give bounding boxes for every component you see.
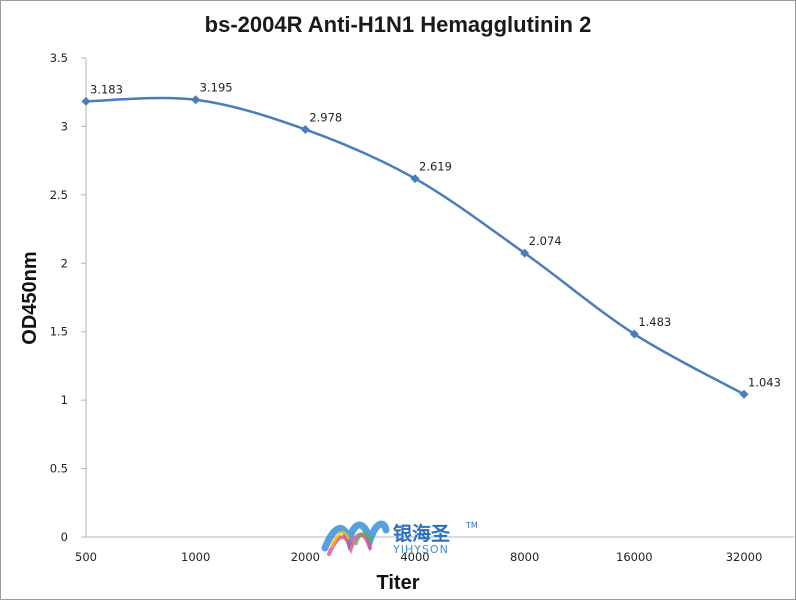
- x-tick-label: 32000: [726, 550, 763, 564]
- y-tick-label: 1.5: [50, 325, 68, 339]
- data-point-marker: [739, 389, 749, 399]
- y-tick-label: 3: [61, 119, 68, 133]
- y-tick-label: 0: [61, 530, 68, 544]
- y-axis-title: OD450nm: [19, 251, 41, 344]
- x-tick-label: 4000: [400, 550, 429, 564]
- y-axis-ticks: 0 0.5 1 1.5 2 2.5 3 3.5: [50, 51, 86, 544]
- x-tick-label: 500: [75, 550, 97, 564]
- x-tick-label: 2000: [291, 550, 320, 564]
- y-tick-label: 1: [61, 393, 68, 407]
- data-point-marker: [191, 95, 201, 105]
- x-tick-label: 1000: [181, 550, 210, 564]
- watermark-text-en: YIHYSON: [392, 543, 449, 556]
- data-label: 3.183: [90, 82, 123, 96]
- data-label: 2.074: [529, 234, 562, 248]
- y-tick-label: 2: [61, 256, 68, 270]
- data-point-marker: [410, 174, 420, 184]
- chart-title: bs-2004R Anti-H1N1 Hemagglutinin 2: [205, 12, 592, 37]
- data-point-marker: [81, 96, 91, 106]
- x-axis-title: Titer: [377, 572, 420, 594]
- watermark-trademark: TM: [465, 521, 478, 530]
- data-labels: 3.183 3.195 2.978 2.619 2.074 1.483 1.043: [90, 81, 781, 390]
- y-tick-label: 3.5: [50, 51, 68, 65]
- x-axis-ticks: 500 1000 2000 4000 8000 16000 32000: [75, 550, 762, 564]
- watermark: 银海圣 TM YIHYSON: [321, 520, 478, 556]
- data-label: 3.195: [200, 81, 233, 95]
- data-label: 2.978: [309, 110, 342, 124]
- x-tick-label: 8000: [510, 550, 539, 564]
- data-point-marker: [520, 248, 530, 258]
- y-tick-label: 0.5: [50, 462, 68, 476]
- data-label: 1.483: [638, 315, 671, 329]
- watermark-text-cn: 银海圣: [393, 522, 451, 545]
- data-label: 1.043: [748, 375, 781, 389]
- data-label: 2.619: [419, 160, 452, 174]
- y-tick-label: 2.5: [50, 188, 68, 202]
- data-markers: [81, 95, 749, 399]
- x-tick-label: 16000: [616, 550, 653, 564]
- yihyson-logo-icon: [321, 520, 390, 556]
- data-point-marker: [300, 124, 310, 134]
- series-line: [85, 96, 745, 396]
- data-point-marker: [629, 329, 639, 339]
